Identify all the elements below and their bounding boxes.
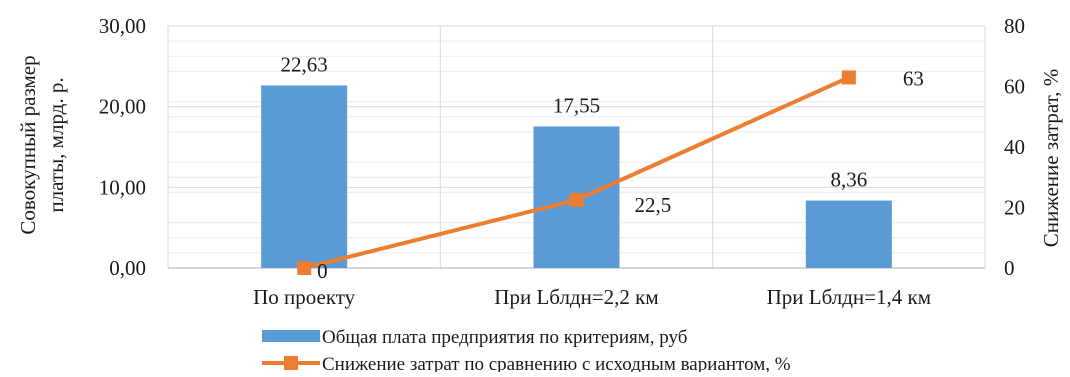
line-marker-3	[841, 70, 856, 85]
y-right-tick-label: 20	[1004, 196, 1025, 220]
x-tick-label: По проекту	[253, 285, 356, 309]
bar-3	[805, 200, 892, 268]
legend-line-label: Снижение затрат по сравнению с исходным …	[322, 354, 791, 372]
y-left-axis-title-line2: платы, млрд. р.	[44, 77, 68, 212]
bar-1	[261, 85, 348, 269]
line-data-label: 63	[903, 66, 924, 90]
legend-bar-swatch	[262, 330, 320, 342]
legend-line-marker	[284, 356, 298, 370]
x-tick-label: При Lблдн=1,4 км	[767, 285, 931, 309]
y-right-tick-label: 40	[1004, 135, 1025, 159]
y-left-axis-title-line1: Совокупный размер	[16, 55, 40, 234]
x-tick-label: При Lблдн=2,2 км	[494, 285, 658, 309]
bar-data-label: 8,36	[830, 168, 867, 192]
y-right-axis-title: Снижение затрат, %	[1039, 69, 1063, 247]
line-data-label: 22,5	[635, 193, 672, 217]
legend-bar-label: Общая плата предприятия по критериям, ру…	[322, 327, 687, 348]
bar-data-label: 22,63	[281, 52, 328, 76]
bar-data-label: 17,55	[553, 93, 600, 117]
y-left-tick-label: 30,00	[99, 14, 146, 38]
y-right-tick-label: 0	[1004, 256, 1015, 280]
y-right-tick-label: 80	[1004, 14, 1025, 38]
line-marker-1	[297, 261, 312, 275]
y-left-tick-label: 10,00	[99, 175, 146, 199]
line-data-label: 0	[317, 259, 328, 283]
y-left-tick-label: 0,00	[109, 256, 146, 280]
y-left-tick-label: 20,00	[99, 95, 146, 119]
y-right-tick-label: 60	[1004, 75, 1025, 99]
line-marker-2	[569, 192, 584, 207]
